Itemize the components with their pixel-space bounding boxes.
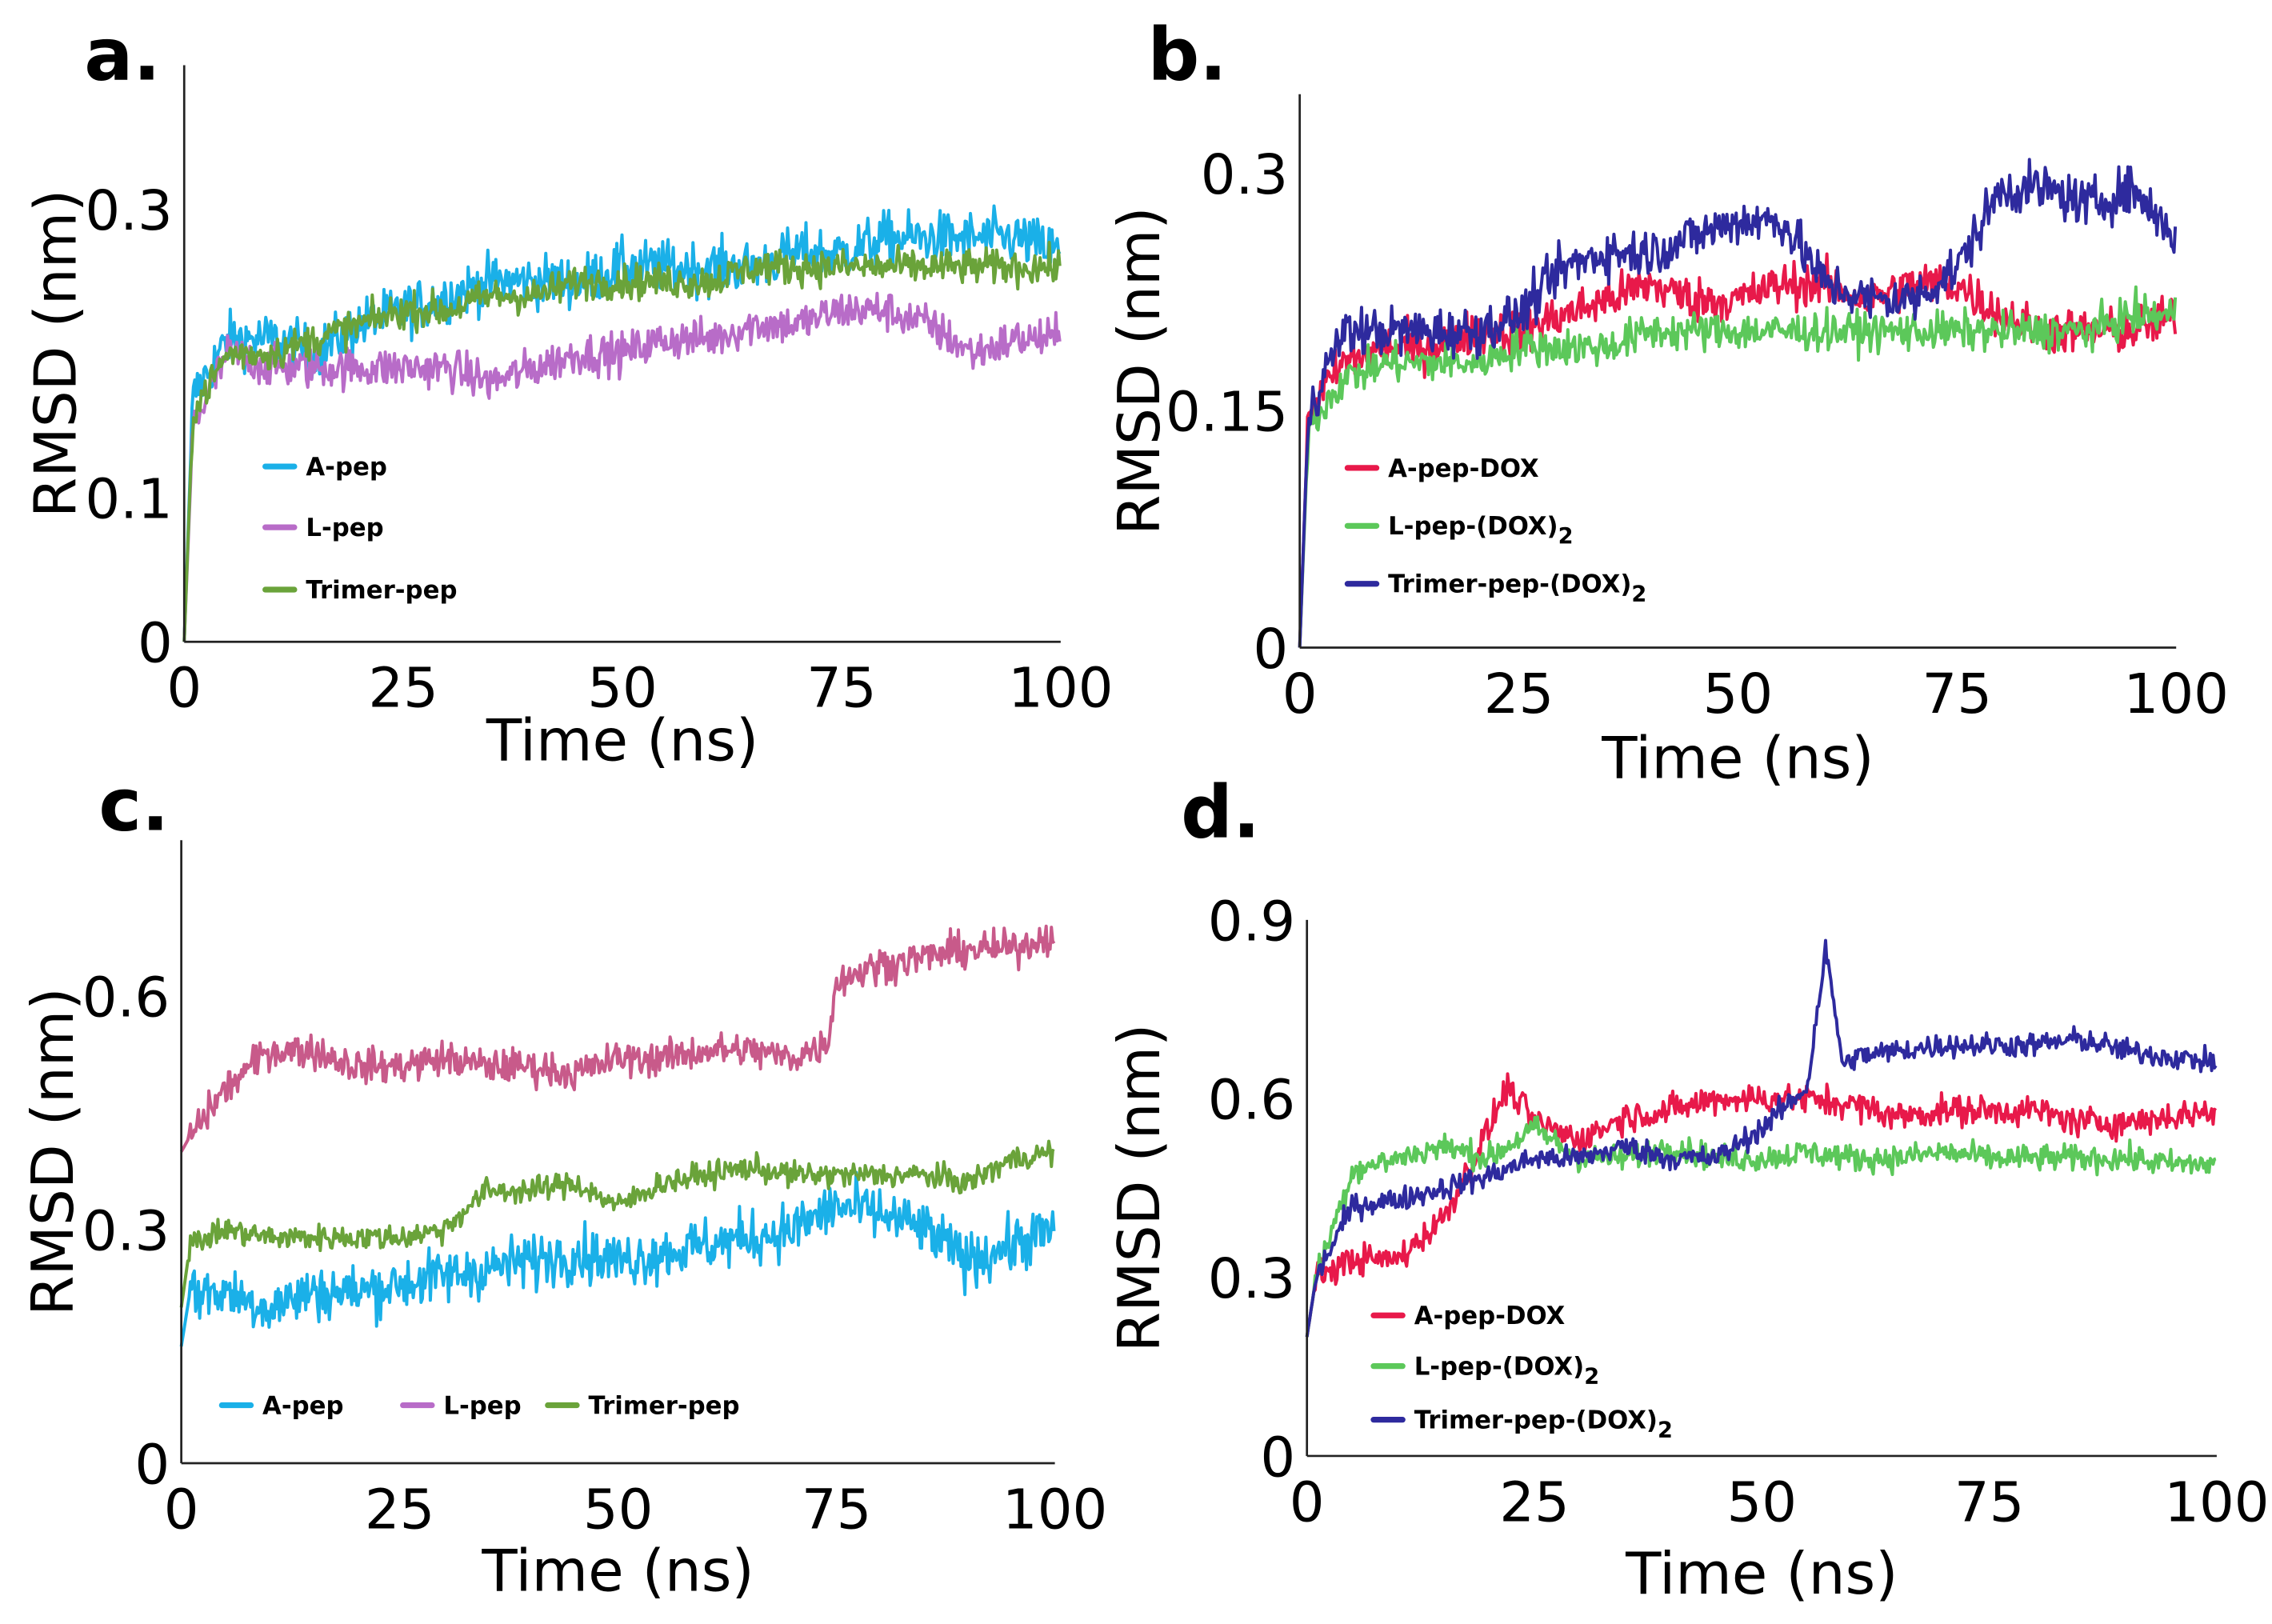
- legend-label: L-pep: [306, 514, 383, 542]
- x-tick-label: 75: [1954, 1470, 2025, 1534]
- legend-subscript: 2: [1631, 582, 1646, 607]
- x-tick-label: 100: [2164, 1470, 2269, 1534]
- x-tick-label: 100: [2124, 662, 2229, 726]
- y-tick-label: 0: [138, 612, 173, 676]
- series-line-l-pep: [182, 291, 1062, 642]
- panel-c: 0 25 50 75 100 0 0.3 0.6 Time (ns) RMSD (nm) c. A-p…: [20, 764, 1107, 1606]
- y-tick-label: 0.3: [82, 1199, 170, 1263]
- y-tick-label: 0.15: [1166, 380, 1288, 444]
- x-tick-label: 25: [1484, 662, 1554, 726]
- panel-d: 0 25 50 75 100 0 0.3 0.6 0.9 Time (ns) RMSD (nm) d.…: [1106, 771, 2270, 1608]
- legend-subscript: 2: [1658, 1418, 1673, 1442]
- series-line-a-pep-dox: [1305, 1072, 2218, 1338]
- legend: A-pep-DOX L-pep-(DOX)2 Trimer-pep-(DOX)2: [1344, 454, 1646, 607]
- legend-label: Trimer-pep: [588, 1391, 739, 1420]
- x-tick-label: 25: [1499, 1470, 1570, 1534]
- panel-a: 0 25 50 75 100 0 0.1 0.3 Time (ns) RMSD (nm) a. A-p…: [22, 14, 1113, 775]
- y-axis-label: RMSD (nm): [1106, 1024, 1174, 1353]
- y-tick-label: 0: [1260, 1426, 1295, 1490]
- y-tick-label: 0.1: [85, 467, 172, 531]
- x-tick-label: 0: [1290, 1470, 1325, 1534]
- series-line-a-pep: [182, 204, 1062, 642]
- y-axis-label: RMSD (nm): [1106, 206, 1174, 535]
- panel-label: d.: [1181, 771, 1260, 855]
- x-tick-label: 100: [1008, 657, 1113, 721]
- x-tick-label: 50: [587, 657, 658, 721]
- x-tick-label: 0: [166, 657, 202, 721]
- series-line-l-pep: [179, 924, 1056, 1153]
- legend-subscript: 2: [1584, 1364, 1599, 1389]
- x-tick-label: 25: [365, 1478, 435, 1542]
- x-tick-label: 50: [1727, 1470, 1798, 1534]
- y-tick-label: 0: [134, 1433, 170, 1497]
- x-tick-label: 0: [1282, 662, 1318, 726]
- legend: A-pep L-pep Trimer-pep: [218, 1391, 740, 1420]
- y-axis-label: RMSD (nm): [22, 190, 90, 518]
- legend-label: L-pep-(DOX)2: [1414, 1353, 1599, 1390]
- x-tick-label: 75: [802, 1478, 872, 1542]
- y-tick-label: 0.6: [82, 966, 170, 1030]
- x-axis-label: Time (ns): [486, 708, 758, 775]
- panel-b: 0 25 50 75 100 0 0.15 0.3 Time (ns) RMSD (nm) b. A-…: [1106, 14, 2229, 793]
- legend-label: A-pep-DOX: [1414, 1302, 1566, 1330]
- series-line-a-pep: [179, 1170, 1056, 1347]
- y-tick-label: 0.6: [1208, 1069, 1295, 1133]
- y-axis-label: RMSD (nm): [20, 987, 87, 1316]
- series-line-trimer-pep-dox-: [1298, 158, 2178, 648]
- x-tick-label: 50: [583, 1478, 654, 1542]
- panel-label: b.: [1147, 14, 1226, 98]
- legend-label: L-pep: [443, 1391, 521, 1420]
- y-tick-label: 0.9: [1208, 890, 1295, 954]
- legend-label: L-pep-(DOX)2: [1388, 512, 1573, 549]
- x-tick-label: 0: [164, 1478, 199, 1542]
- panel-label: a.: [84, 14, 160, 98]
- y-tick-label: 0.3: [1208, 1247, 1295, 1311]
- legend-label: A-pep: [306, 453, 387, 482]
- legend-label: Trimer-pep: [306, 576, 457, 605]
- legend: A-pep L-pep Trimer-pep: [262, 453, 457, 605]
- y-tick-label: 0: [1253, 618, 1288, 682]
- legend-label: Trimer-pep-(DOX)2: [1388, 570, 1646, 607]
- legend: A-pep-DOX L-pep-(DOX)2 Trimer-pep-(DOX)2: [1370, 1302, 1673, 1443]
- series-line-l-pep-dox-: [1305, 1115, 2217, 1338]
- x-tick-label: 100: [1002, 1478, 1107, 1542]
- x-axis-label: Time (ns): [481, 1538, 754, 1605]
- legend-label: A-pep: [262, 1391, 344, 1420]
- x-tick-label: 50: [1703, 662, 1774, 726]
- series-line-trimer-pep-dox-: [1305, 938, 2218, 1338]
- x-axis-label: Time (ns): [1601, 725, 1874, 792]
- x-tick-label: 75: [806, 657, 877, 721]
- series-line-trimer-pep: [179, 1139, 1055, 1308]
- legend-label: A-pep-DOX: [1388, 454, 1539, 483]
- x-tick-label: 25: [368, 657, 438, 721]
- series-line-trimer-pep: [182, 240, 1062, 642]
- y-tick-label: 0.3: [1201, 143, 1288, 207]
- x-tick-label: 75: [1922, 662, 1993, 726]
- legend-label: Trimer-pep-(DOX)2: [1414, 1406, 1673, 1443]
- legend-subscript: 2: [1558, 524, 1574, 549]
- y-tick-label: 0.3: [85, 179, 172, 243]
- x-axis-label: Time (ns): [1625, 1541, 1898, 1608]
- panel-label: c.: [98, 764, 169, 848]
